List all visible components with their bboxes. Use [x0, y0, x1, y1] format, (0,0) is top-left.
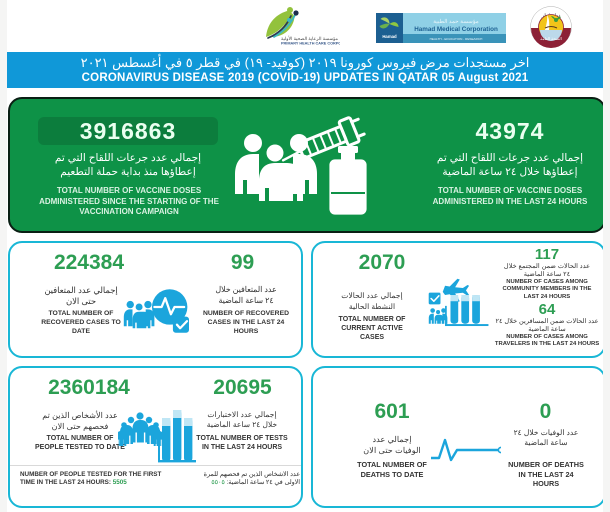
svg-text:الصحة العامة: الصحة العامة [540, 36, 561, 41]
svg-text:PRIMARY HEALTH CARE CORPORATIO: PRIMARY HEALTH CARE CORPORATION [281, 42, 340, 46]
svg-text:Hamad Medical Corporation: Hamad Medical Corporation [414, 26, 498, 33]
svg-text:مؤسسة حمد الطبية: مؤسسة حمد الطبية [433, 18, 479, 25]
svg-text:HEALTH - EDUCATION - RESEARCH: HEALTH - EDUCATION - RESEARCH [430, 37, 483, 41]
svg-text:Hamad: Hamad [382, 34, 397, 39]
